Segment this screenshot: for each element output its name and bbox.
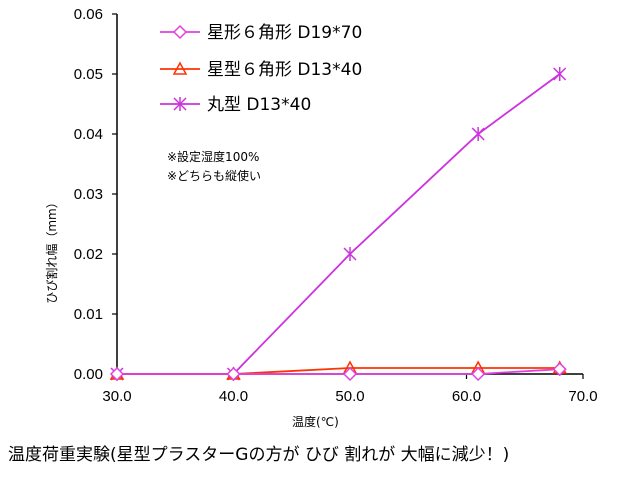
data-point	[471, 366, 486, 382]
legend-label: 星形６角形 D19*70	[207, 23, 362, 43]
series-line-3	[117, 73, 561, 375]
series-group	[109, 67, 567, 382]
y-tick-label: 0.03	[74, 186, 103, 203]
data-point	[109, 366, 125, 382]
data-point	[553, 67, 567, 81]
x-tick-label: 40.0	[219, 388, 248, 405]
x-tick-label: 50.0	[335, 388, 364, 405]
data-point	[552, 362, 567, 377]
x-tick-label: 70.0	[568, 388, 597, 405]
x-axis-label: 温度(℃)	[292, 414, 339, 429]
y-tick-label: 0.02	[74, 246, 103, 263]
data-point	[343, 247, 357, 261]
data-point	[342, 366, 358, 382]
data-point	[471, 127, 485, 141]
y-tick-label: 0.05	[74, 66, 103, 83]
legend-marker	[172, 61, 188, 75]
y-tick-label: 0.01	[74, 306, 103, 323]
x-tick-label: 60.0	[452, 388, 481, 405]
legend-label: 丸型 D13*40	[207, 95, 311, 115]
legend-marker	[172, 24, 188, 40]
annotation-note: ※設定湿度100%	[167, 149, 259, 164]
chart: 0.00 0.01 0.02 0.03 0.04 0.05 0.06 30.0 40.0 50.…	[44, 6, 598, 429]
caption: 温度荷重実験(星型プラスターGの方が ひび 割れが 大幅に減少！)	[8, 445, 510, 465]
y-tick-label: 0.00	[74, 366, 103, 383]
y-axis-label: ひび割れ幅（mm）	[44, 196, 59, 303]
y-tick-label: 0.06	[74, 6, 103, 23]
y-tick-label: 0.04	[74, 126, 103, 143]
legend: 星形６角形 D19*70 星型６角形 D13*40 丸型 D13*40	[160, 23, 362, 115]
x-tick-label: 30.0	[102, 388, 131, 405]
annotation-note: ※どちらも縦使い	[167, 168, 261, 183]
y-tick-labels: 0.00 0.01 0.02 0.03 0.04 0.05 0.06	[74, 6, 103, 383]
legend-label: 星型６角形 D13*40	[207, 60, 362, 80]
legend-marker	[173, 97, 187, 111]
series-line-1	[117, 368, 560, 375]
x-tick-labels: 30.0 40.0 50.0 60.0 70.0	[102, 388, 597, 405]
data-point	[226, 366, 241, 382]
annotations: ※設定湿度100% ※どちらも縦使い	[167, 149, 261, 183]
